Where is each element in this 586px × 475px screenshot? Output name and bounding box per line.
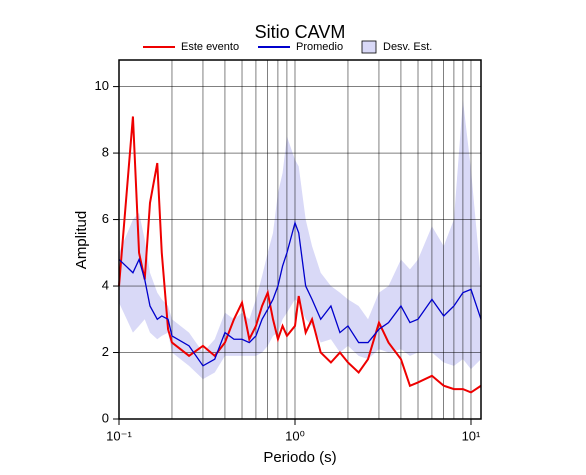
series-line [118,116,482,394]
chart-title: Sitio CAVM [255,22,346,42]
x-tick-label: 10⁻¹ [106,428,132,443]
legend-label: Promedio [296,41,343,53]
legend-swatch [361,40,377,54]
y-tick-label: 8 [102,145,109,160]
y-tick-label: 6 [102,211,109,226]
series-line [118,220,482,367]
x-tick-label: 10⁰ [285,428,305,443]
x-tick-label: 10¹ [462,428,481,443]
legend-label: Desv. Est. [383,41,432,53]
y-tick-label: 4 [102,277,109,292]
y-tick-label: 10 [95,78,109,93]
y-tick-label: 2 [102,344,109,359]
y-tick-label: 0 [102,410,109,425]
x-axis-label: Periodo (s) [263,449,336,466]
y-axis-label: Amplitud [73,211,90,269]
plot-frame [118,59,482,420]
legend-label: Este evento [181,41,239,53]
